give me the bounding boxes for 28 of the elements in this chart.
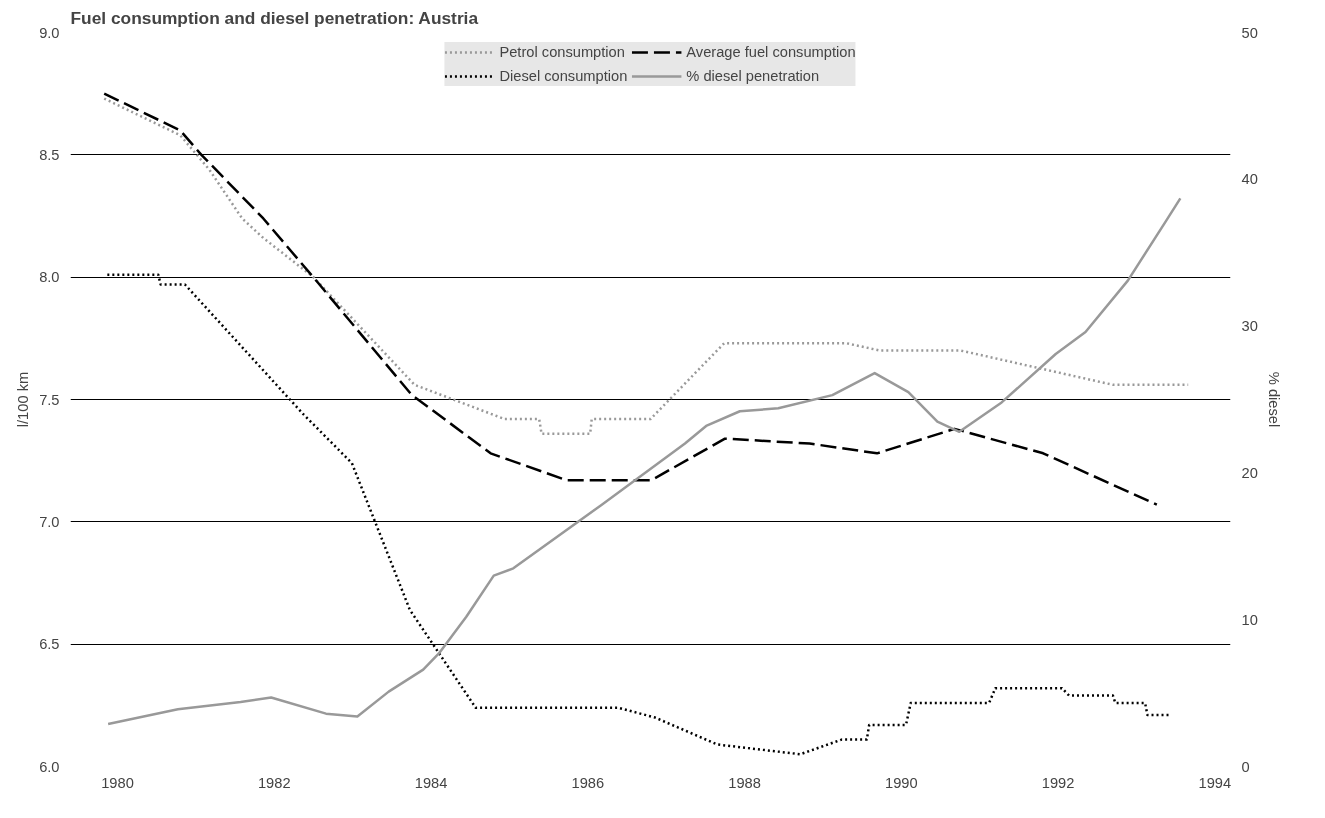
y2-tick-label: 50 [1241,24,1258,41]
y-tick-label: 8.0 [39,269,60,286]
y-tick-label: 8.5 [39,146,60,163]
x-tick-label: 1986 [571,774,605,791]
y2-axis-title: % diesel [1265,371,1282,428]
legend-label: Diesel consumption [499,68,628,84]
y2-tick-label: 10 [1241,611,1258,628]
y2-tick-label: 40 [1241,171,1258,188]
chart-title: Fuel consumption and diesel penetration: Austria [70,7,479,28]
y-tick-label: 6.0 [39,758,60,775]
x-tick-label: 1982 [257,774,291,791]
y-tick-label: 9.0 [39,24,60,41]
x-tick-label: 1992 [1041,774,1075,791]
y2-tick-label: 20 [1241,464,1258,481]
x-tick-label: 1984 [414,774,448,791]
x-tick-label: 1988 [728,774,761,791]
x-tick-label: 1980 [101,774,134,791]
x-tick-label: 1990 [885,774,918,791]
y-tick-label: 7.0 [39,513,60,530]
legend-label: Average fuel consumption [686,44,856,60]
legend-label: % diesel penetration [686,68,820,84]
y-tick-label: 7.5 [39,391,60,408]
y2-tick-label: 0 [1241,758,1250,775]
y2-tick-label: 30 [1241,318,1258,335]
y-axis-title: l/100 km [15,371,32,428]
legend-label: Petrol consumption [499,44,625,60]
x-tick-label: 1994 [1198,774,1232,791]
y-tick-label: 6.5 [39,636,60,653]
